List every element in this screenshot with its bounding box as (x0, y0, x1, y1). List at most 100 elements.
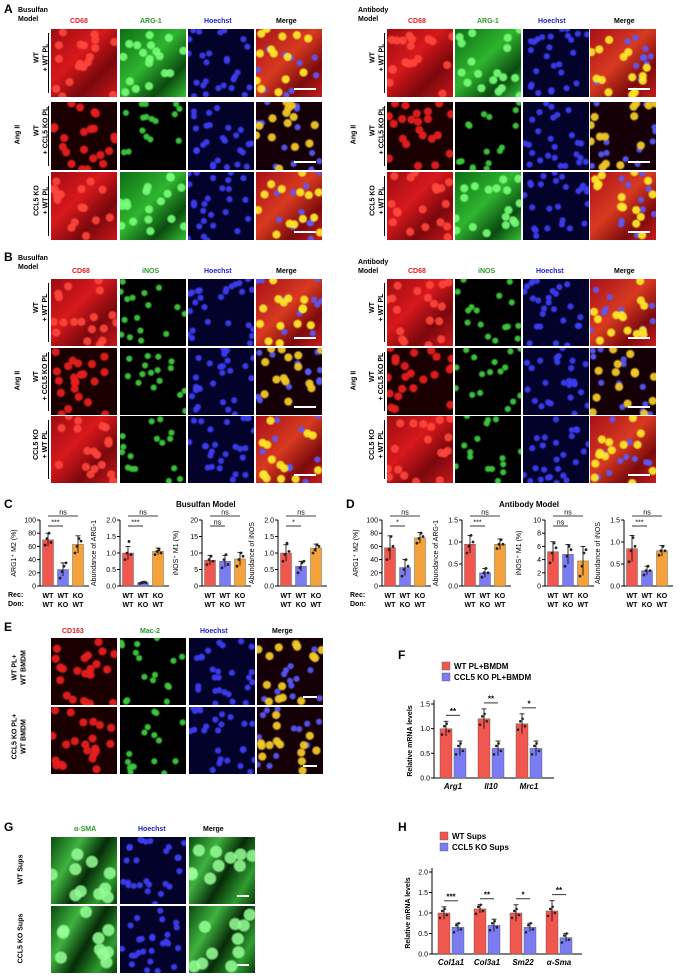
y-tick-label: 20 (370, 570, 378, 577)
antibody-model-label-b: Antibody Model (358, 259, 389, 275)
data-point (311, 551, 315, 555)
micrograph-b-right-r3-c2 (455, 416, 521, 483)
x-tick-label-don: WT (465, 602, 477, 609)
y-tick-label: 1.0 (264, 551, 274, 558)
sig-label: * (292, 520, 295, 527)
data-point (58, 576, 62, 580)
data-point (661, 545, 665, 548)
micrograph-g-r2-c2 (120, 906, 186, 973)
data-point (402, 568, 406, 571)
data-point (440, 733, 444, 736)
x-tick-label-don: KO (220, 602, 231, 609)
micrograph-a-right-r3-c2 (455, 172, 521, 240)
data-point (467, 545, 471, 548)
data-point (465, 551, 469, 555)
legend-swatch (439, 842, 449, 852)
channel-label-hoechst: Hoechst (204, 18, 232, 25)
sig-label: *** (51, 520, 59, 527)
y-tick-label: 0.5 (106, 567, 116, 574)
data-point (552, 541, 556, 545)
data-point (447, 729, 451, 733)
y-tick-label: 1.5 (418, 890, 428, 897)
channel-label-hoechst: Hoechst (200, 628, 228, 635)
y-tick-label: 1.0 (448, 540, 458, 547)
row-label-recipient: WT (33, 370, 40, 382)
data-point (45, 537, 49, 540)
micrograph-a-right-r1-c4 (590, 29, 656, 97)
micrograph-a-right-r3-c4 (590, 172, 656, 240)
antibody-model-title: Antibody Model (499, 500, 559, 509)
data-point (73, 551, 77, 555)
data-point (567, 938, 571, 941)
data-point (313, 548, 317, 552)
micrograph-a-left-r2-c1 (51, 102, 117, 170)
y-tick-label: 15 (190, 534, 198, 541)
y-tick-label: 1.0 (610, 540, 620, 547)
channel-label-cd68: CD68 (408, 268, 426, 275)
channel-label-inos: iNOS (142, 268, 160, 275)
data-point (123, 558, 127, 561)
data-point (471, 540, 475, 544)
micrograph-b-left-r1-c2 (120, 279, 186, 346)
sig-label: ns (139, 510, 147, 517)
legend-swatch (441, 661, 451, 671)
data-point (159, 551, 163, 555)
panel-label-c: C (4, 497, 13, 511)
x-tick-label-don: KO (642, 602, 653, 609)
micrograph-b-left-r3-c4 (256, 416, 322, 483)
data-point (565, 932, 568, 935)
data-point (551, 905, 554, 909)
sig-label: ns (564, 510, 572, 517)
data-point (569, 548, 573, 552)
legend-label: WT Sups (452, 832, 487, 841)
legend-label: CCL5 KO PL+BMDM (454, 673, 531, 682)
x-tick-label-rec: KO (415, 593, 426, 600)
micrograph-b-right-r3-c4 (590, 416, 656, 483)
row-label-recipient: WT (369, 125, 377, 136)
micrograph-a-right-r2-c2 (455, 102, 521, 170)
micrograph-g-r1-c1 (51, 837, 117, 904)
y-tick-label: 0.0 (418, 952, 428, 959)
channel-label-hoechst: Hoechst (538, 18, 566, 25)
data-point (554, 546, 558, 550)
x-tick-label-rec: WT (480, 593, 492, 600)
scale-bar (628, 406, 650, 408)
row-divider (384, 33, 385, 93)
row-divider (48, 420, 49, 479)
don-label-d: Don: (350, 601, 366, 608)
channel-label-merge: Merge (614, 268, 635, 275)
row-label-recipient: CCL5 KO (369, 428, 376, 460)
data-point (438, 916, 442, 920)
micrograph-b-right-r2-c4 (590, 348, 656, 415)
y-tick-label: 0.0 (610, 584, 620, 591)
data-point (533, 744, 536, 748)
channel-label-hoechst: Hoechst (138, 826, 166, 833)
x-tick-label-rec: KO (311, 593, 322, 600)
channel-label-cd68: CD68 (70, 18, 88, 25)
data-point (222, 558, 226, 561)
data-point (391, 545, 395, 548)
channel-label-merge: Merge (614, 18, 635, 25)
x-tick-label-rec: WT (400, 593, 412, 600)
micrograph-a-left-r3-c1 (51, 172, 117, 240)
row-label-g2: CCL5 KO Sups (17, 913, 25, 964)
x-tick-label-don: WT (385, 602, 397, 609)
data-point (497, 542, 501, 546)
sig-label: ns (643, 510, 651, 517)
data-point (529, 921, 532, 925)
row-label-angii: Ang II (14, 124, 22, 144)
x-tick-label-don: WT (73, 602, 85, 609)
data-point (459, 928, 463, 931)
scale-bar (294, 88, 316, 90)
data-point (478, 723, 482, 727)
data-point (287, 549, 291, 553)
data-point (47, 531, 51, 535)
x-tick-label: Il10 (484, 782, 498, 791)
data-point (485, 719, 489, 723)
chart-h: WT Sups CCL5 KO Sups 0.0 0.5 1.0 1.5 2.0 Relati… (405, 831, 582, 967)
row-divider (384, 106, 385, 166)
